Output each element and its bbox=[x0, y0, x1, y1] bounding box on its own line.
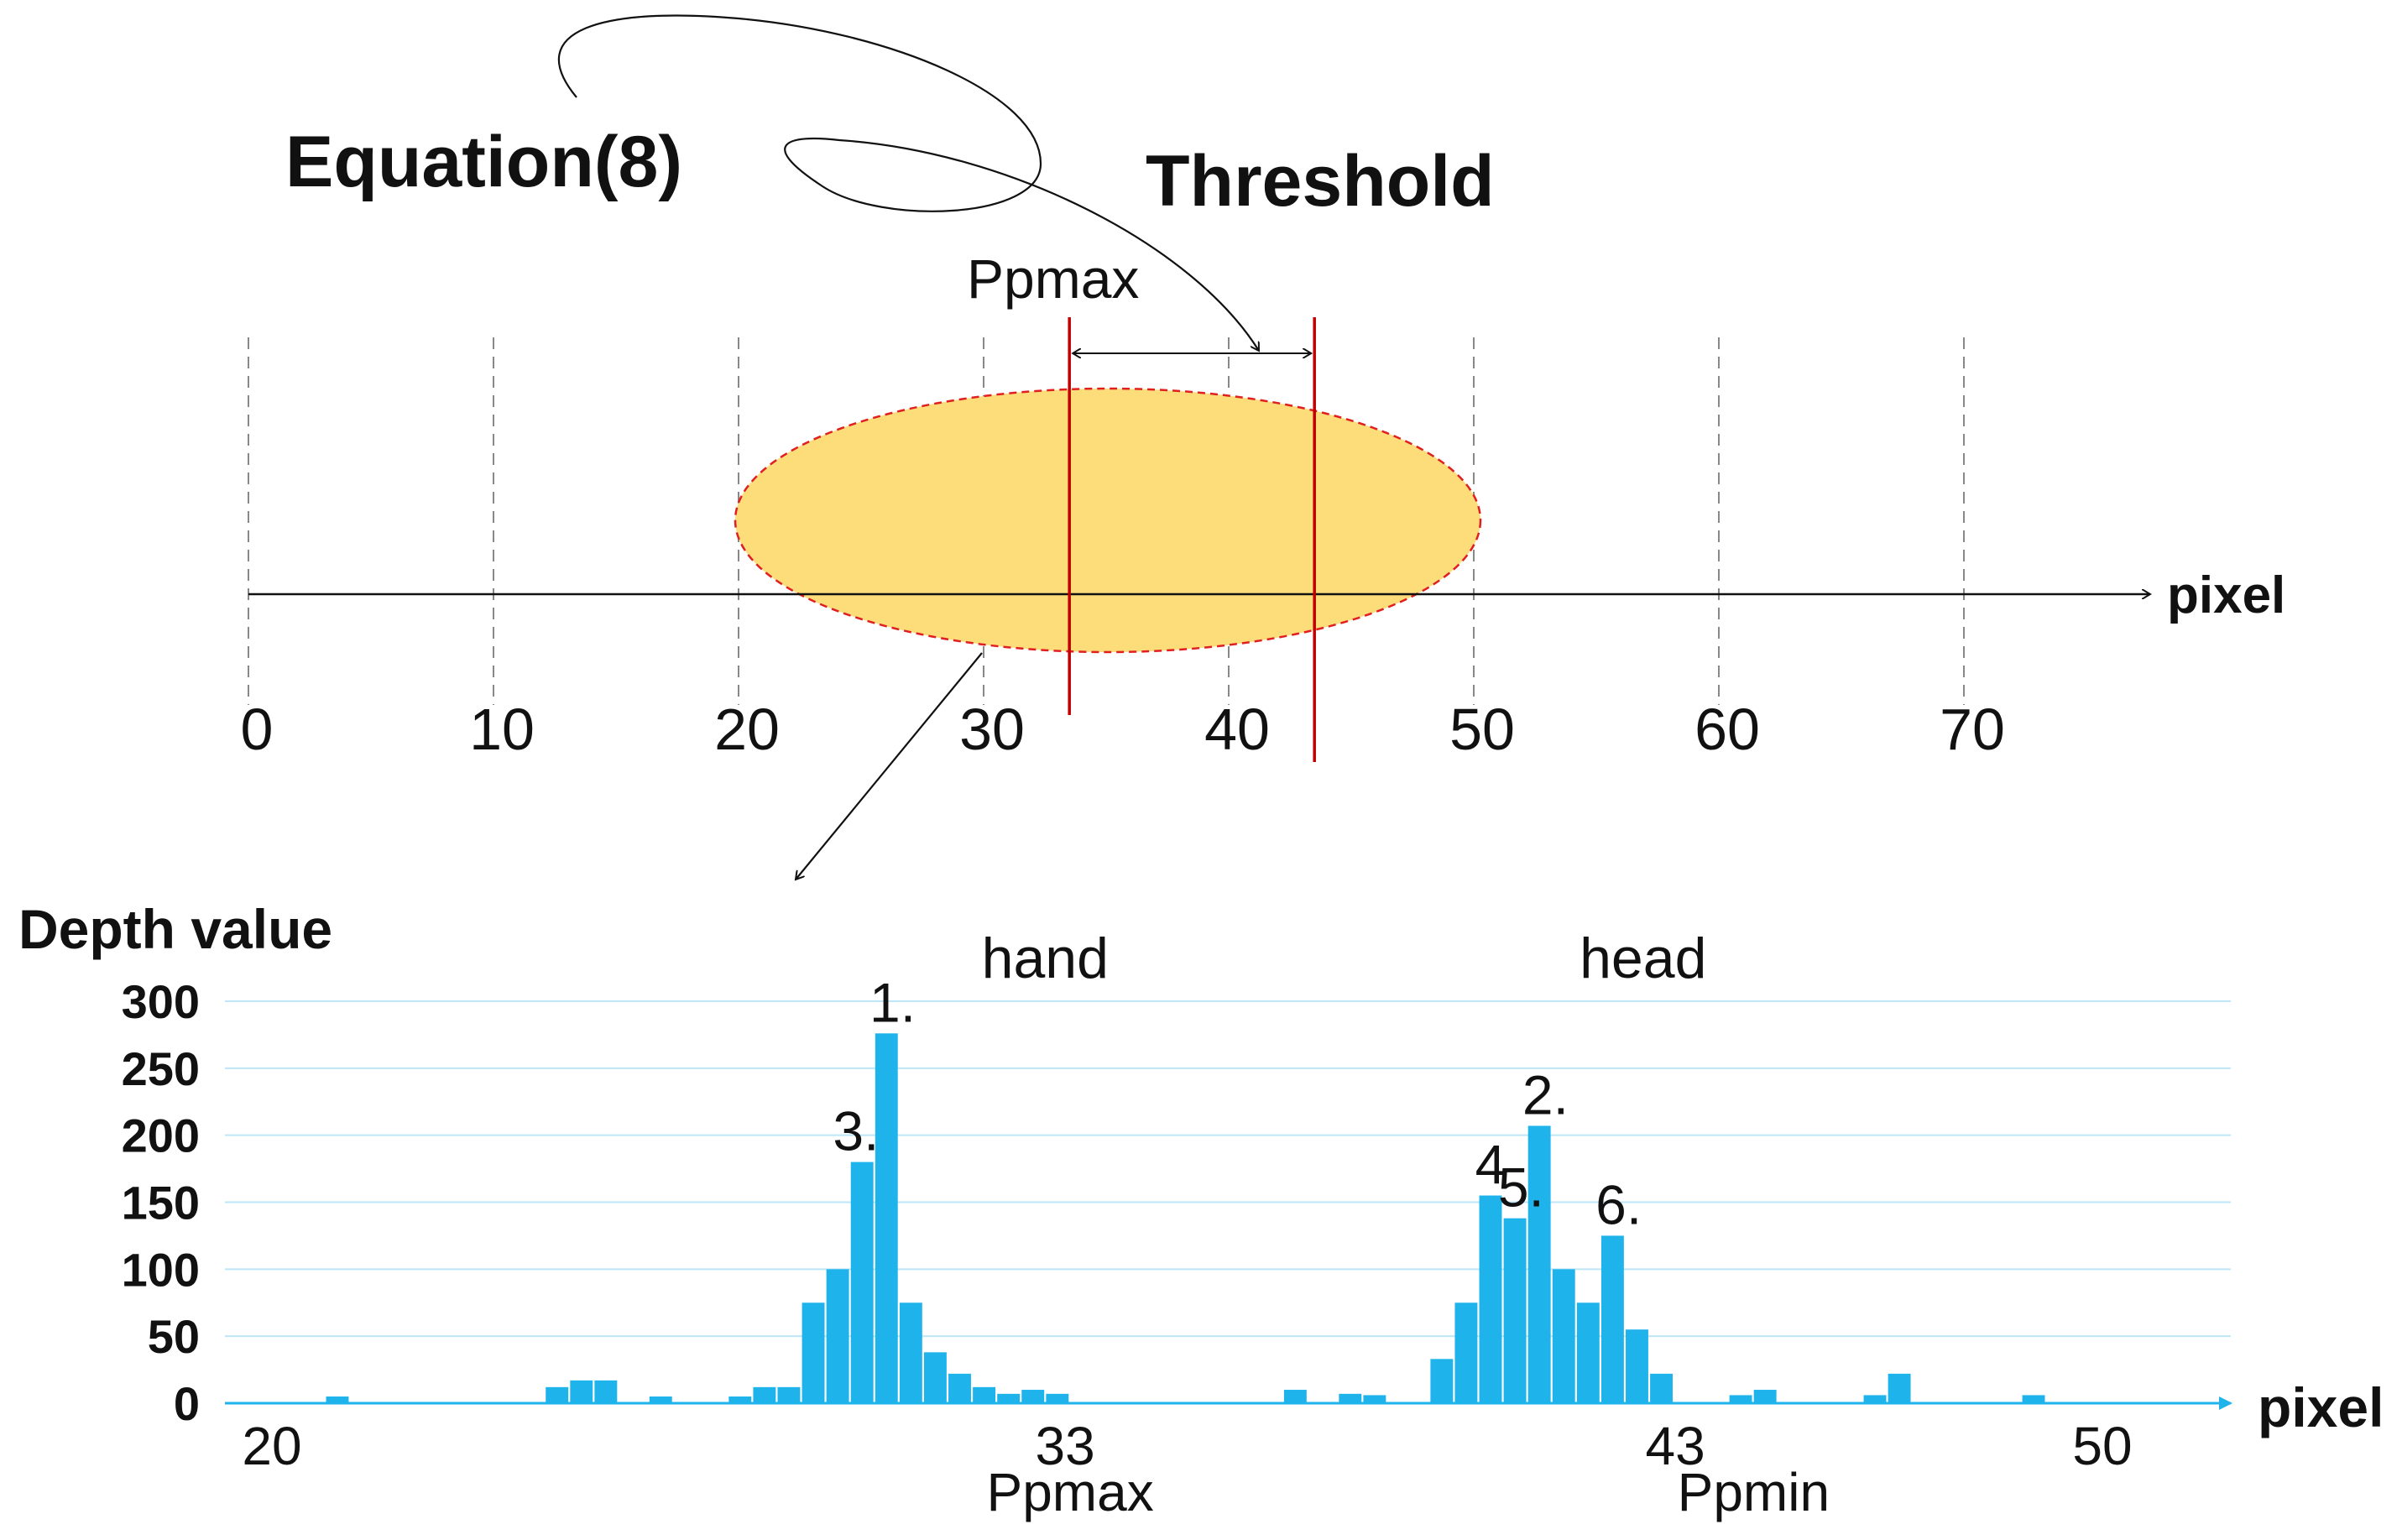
bar-13 bbox=[923, 1352, 947, 1403]
bar-15 bbox=[973, 1386, 996, 1403]
equation-connector-curve bbox=[557, 14, 1259, 351]
bar-33 bbox=[1753, 1390, 1777, 1403]
bar-0 bbox=[326, 1396, 349, 1403]
bar-17 bbox=[1021, 1390, 1045, 1403]
top-tick-label-50: 50 bbox=[1449, 697, 1515, 762]
x-sub-label-ppmin: Ppmin bbox=[1678, 1462, 1830, 1522]
top-pixel-axis-diagram: 0 10 20 30 40 50 60 70 pixel Equation(8) Thresh… bbox=[241, 14, 2285, 880]
bar-18 bbox=[1046, 1393, 1069, 1403]
bar-10 bbox=[850, 1162, 874, 1403]
x-axis-tick-labels: 20 33 43 50 bbox=[242, 1416, 2132, 1476]
region-label-hand: hand bbox=[982, 927, 1109, 990]
bar-16 bbox=[997, 1393, 1021, 1403]
bar-30 bbox=[1626, 1329, 1648, 1403]
bar-20 bbox=[1339, 1393, 1362, 1403]
x-sub-label-ppmax: Ppmax bbox=[987, 1462, 1154, 1522]
y-tick-label-150: 150 bbox=[122, 1177, 200, 1229]
peak-annotation-3: 3. bbox=[833, 1100, 879, 1162]
y-axis-label: Depth value bbox=[18, 898, 332, 960]
peak-annotation-2: 2. bbox=[1522, 1063, 1569, 1125]
bar-28 bbox=[1576, 1302, 1600, 1403]
bar-5 bbox=[728, 1396, 752, 1403]
y-tick-label-200: 200 bbox=[122, 1109, 200, 1162]
x-axis-sub-labels: Ppmax Ppmin bbox=[987, 1462, 1830, 1522]
y-tick-label-100: 100 bbox=[122, 1243, 200, 1296]
equation-label: Equation(8) bbox=[285, 122, 682, 202]
bar-4 bbox=[649, 1396, 672, 1403]
bar-1 bbox=[546, 1386, 569, 1403]
region-label-head: head bbox=[1580, 927, 1706, 990]
y-tick-label-0: 0 bbox=[174, 1377, 200, 1430]
bar-31 bbox=[1650, 1373, 1674, 1403]
top-marker-lines bbox=[1068, 317, 1316, 762]
bar-21 bbox=[1363, 1395, 1386, 1403]
top-axis-label: pixel bbox=[2167, 566, 2285, 624]
x-tick-label-50: 50 bbox=[2072, 1416, 2132, 1476]
bar-29 bbox=[1600, 1235, 1624, 1403]
bar-2 bbox=[570, 1380, 593, 1403]
bar-7 bbox=[777, 1386, 801, 1403]
bar-11 bbox=[875, 1033, 898, 1403]
bar-12 bbox=[899, 1302, 922, 1403]
peak-annotation-5: 5. bbox=[1498, 1156, 1544, 1219]
y-axis-tick-labels: 0 50 100 150 200 250 300 bbox=[122, 975, 200, 1430]
y-tick-label-300: 300 bbox=[122, 975, 200, 1028]
bar-14 bbox=[948, 1373, 971, 1403]
bar-19 bbox=[1283, 1390, 1307, 1403]
region-labels: hand head bbox=[982, 927, 1707, 990]
ppmax-top-label: Ppmax bbox=[967, 248, 1139, 310]
x-axis-label: pixel bbox=[2258, 1376, 2384, 1438]
bar-22 bbox=[1430, 1359, 1454, 1403]
bar-3 bbox=[594, 1380, 618, 1403]
x-tick-label-43: 43 bbox=[1646, 1416, 1705, 1476]
x-tick-label-20: 20 bbox=[242, 1416, 301, 1476]
bar-27 bbox=[1552, 1269, 1575, 1403]
bar-8 bbox=[802, 1302, 825, 1403]
x-tick-label-33: 33 bbox=[1036, 1416, 1095, 1476]
peak-annotation-4: 4 bbox=[1475, 1134, 1506, 1196]
bar-34 bbox=[1863, 1395, 1887, 1403]
y-tick-label-50: 50 bbox=[148, 1310, 200, 1363]
peak-annotation-1: 1. bbox=[869, 971, 916, 1033]
region-ellipse bbox=[734, 387, 1482, 654]
top-tick-label-10: 10 bbox=[469, 697, 535, 762]
bar-35 bbox=[1888, 1373, 1911, 1403]
bar-6 bbox=[753, 1386, 776, 1403]
bar-9 bbox=[826, 1269, 849, 1403]
bar-36 bbox=[2022, 1395, 2045, 1403]
top-tick-label-30: 30 bbox=[959, 697, 1025, 762]
top-tick-label-70: 70 bbox=[1940, 697, 2005, 762]
top-tick-label-40: 40 bbox=[1204, 697, 1270, 762]
chart-bars bbox=[326, 1033, 2045, 1403]
top-tick-label-20: 20 bbox=[714, 697, 780, 762]
top-tick-label-0: 0 bbox=[241, 697, 274, 762]
peak-annotation-6: 6. bbox=[1595, 1173, 1642, 1235]
top-axis-tick-labels: 0 10 20 30 40 50 60 70 bbox=[241, 697, 2005, 762]
bar-32 bbox=[1729, 1395, 1752, 1403]
top-tick-label-60: 60 bbox=[1694, 697, 1760, 762]
bar-24 bbox=[1479, 1195, 1502, 1403]
bar-23 bbox=[1454, 1302, 1478, 1403]
peak-annotations: 1. 2. 3. 45. 6. bbox=[833, 971, 1642, 1235]
y-tick-label-250: 250 bbox=[122, 1042, 200, 1095]
bar-25 bbox=[1503, 1218, 1527, 1403]
chart-gridlines bbox=[225, 1000, 2231, 1338]
bar-26 bbox=[1527, 1125, 1551, 1403]
zoom-arrow bbox=[796, 652, 983, 880]
threshold-label: Threshold bbox=[1146, 141, 1495, 222]
depth-bar-chart: 0 50 100 150 200 250 300 20 33 43 50 Ppmax Ppmin h… bbox=[18, 898, 2384, 1522]
